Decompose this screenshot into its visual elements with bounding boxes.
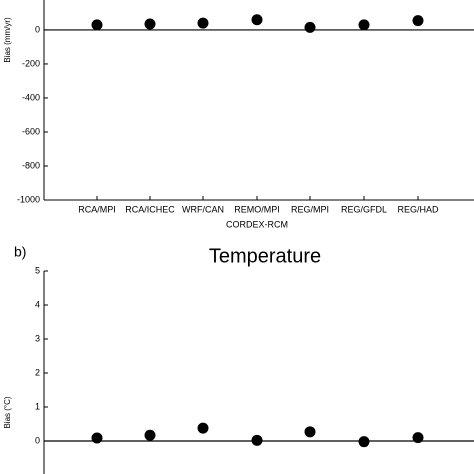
y-tick-label: -200: [22, 58, 40, 68]
x-tick-label: REG/GFDL: [341, 204, 387, 214]
y-tick-label: 3: [35, 333, 40, 343]
point: [358, 436, 370, 448]
y-tick-label: 0: [35, 435, 40, 445]
point: [304, 21, 316, 33]
point: [251, 434, 263, 446]
point: [197, 17, 209, 29]
y-tick-label: 0: [35, 24, 40, 34]
y-tick-label: 5: [35, 265, 40, 275]
x-tick-label: REMO/MPI: [234, 204, 280, 214]
point: [304, 426, 316, 438]
panel-label: b): [14, 244, 26, 260]
x-axis-label: CORDEX-RCM: [226, 219, 288, 229]
x-tick-label: REG/MPI: [291, 204, 329, 214]
point: [144, 429, 156, 441]
x-tick-label: REG/HAD: [397, 204, 439, 214]
point: [412, 432, 424, 444]
chart-title: Temperature: [209, 245, 321, 267]
y-tick-label: 2: [35, 367, 40, 377]
point: [197, 422, 209, 434]
y-tick-label: -400: [22, 92, 40, 102]
x-tick-label: RCA/MPI: [78, 204, 116, 214]
y-tick-label: -1000: [17, 194, 40, 204]
point: [91, 432, 103, 444]
y-tick-label: 1: [35, 401, 40, 411]
point: [412, 15, 424, 27]
point: [251, 14, 263, 26]
y-tick-label: -600: [22, 126, 40, 136]
x-tick-label: WRF/CAN: [182, 204, 224, 214]
y-axis-label: Bias (°C): [3, 396, 12, 428]
point: [144, 18, 156, 30]
y-tick-label: -800: [22, 160, 40, 170]
point: [91, 19, 103, 31]
y-axis-label: Bias (mm/yr): [3, 17, 12, 63]
point: [358, 19, 370, 31]
x-tick-label: RCA/ICHEC: [125, 204, 175, 214]
y-tick-label: 4: [35, 299, 40, 309]
